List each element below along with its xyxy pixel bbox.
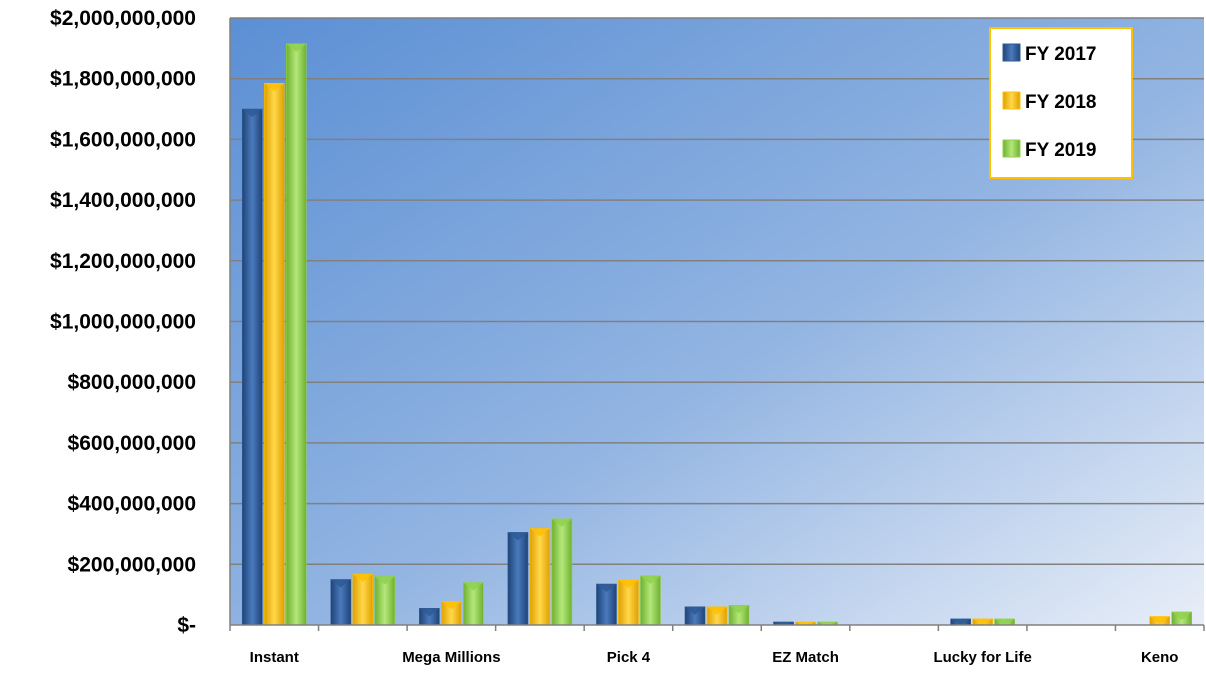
legend-item: FY 2017 xyxy=(1002,43,1096,65)
bar xyxy=(352,573,374,626)
y-tick-label: $1,800,000,000 xyxy=(50,68,196,91)
bar xyxy=(463,582,484,626)
legend-label: FY 2017 xyxy=(1025,44,1096,65)
bar xyxy=(728,604,750,626)
legend-item: FY 2019 xyxy=(1002,139,1096,161)
bar xyxy=(706,606,728,626)
bar xyxy=(285,43,307,626)
x-tick-label: Instant xyxy=(250,649,299,666)
axes xyxy=(229,18,1205,631)
x-axis-tick-labels: Instant Mega Millions Pick 4 EZ Match Lucky … xyxy=(250,649,1179,666)
bar xyxy=(551,518,573,626)
y-tick-label: $400,000,000 xyxy=(68,493,196,516)
bar xyxy=(950,618,971,626)
bar xyxy=(330,579,352,626)
legend-swatch xyxy=(1002,43,1021,62)
y-axis-tick-labels: $- $200,000,000 $400,000,000 $600,000,000 $8… xyxy=(50,7,196,637)
bar xyxy=(972,618,993,626)
x-tick-label: Pick 4 xyxy=(607,649,651,666)
y-tick-label: $2,000,000,000 xyxy=(50,7,196,30)
y-tick-label: $1,000,000,000 xyxy=(50,311,196,334)
legend-label: FY 2019 xyxy=(1025,140,1096,161)
y-tick-label: $1,600,000,000 xyxy=(50,128,196,151)
bar xyxy=(441,601,462,626)
bars xyxy=(241,43,1193,626)
bar xyxy=(618,579,639,626)
bar xyxy=(507,532,529,626)
x-tick-label: Keno xyxy=(1141,649,1179,666)
bar xyxy=(684,606,706,626)
gridlines xyxy=(230,17,1204,566)
bar xyxy=(263,82,285,626)
bar xyxy=(596,583,617,626)
x-tick-label: Mega Millions xyxy=(402,649,500,666)
bar xyxy=(419,608,440,626)
legend-swatch xyxy=(1002,139,1021,158)
y-tick-label: $1,400,000,000 xyxy=(50,189,196,212)
y-tick-label: $- xyxy=(177,614,196,637)
x-tick-label: Lucky for Life xyxy=(933,649,1031,666)
y-tick-label: $800,000,000 xyxy=(68,371,196,394)
x-tick-label: EZ Match xyxy=(772,649,839,666)
legend-item: FY 2018 xyxy=(1002,91,1096,113)
bar xyxy=(1149,616,1171,626)
y-tick-label: $200,000,000 xyxy=(68,553,196,576)
bar xyxy=(529,528,551,626)
legend: FY 2017 FY 2018 FY 2019 xyxy=(989,27,1133,179)
legend-label: FY 2018 xyxy=(1025,92,1096,113)
bar xyxy=(241,108,263,626)
bar xyxy=(994,618,1015,626)
bar xyxy=(374,576,396,626)
y-tick-label: $600,000,000 xyxy=(68,432,196,455)
bar xyxy=(640,575,661,626)
bar xyxy=(1171,611,1193,626)
y-tick-label: $1,200,000,000 xyxy=(50,250,196,273)
legend-swatch xyxy=(1002,91,1021,110)
